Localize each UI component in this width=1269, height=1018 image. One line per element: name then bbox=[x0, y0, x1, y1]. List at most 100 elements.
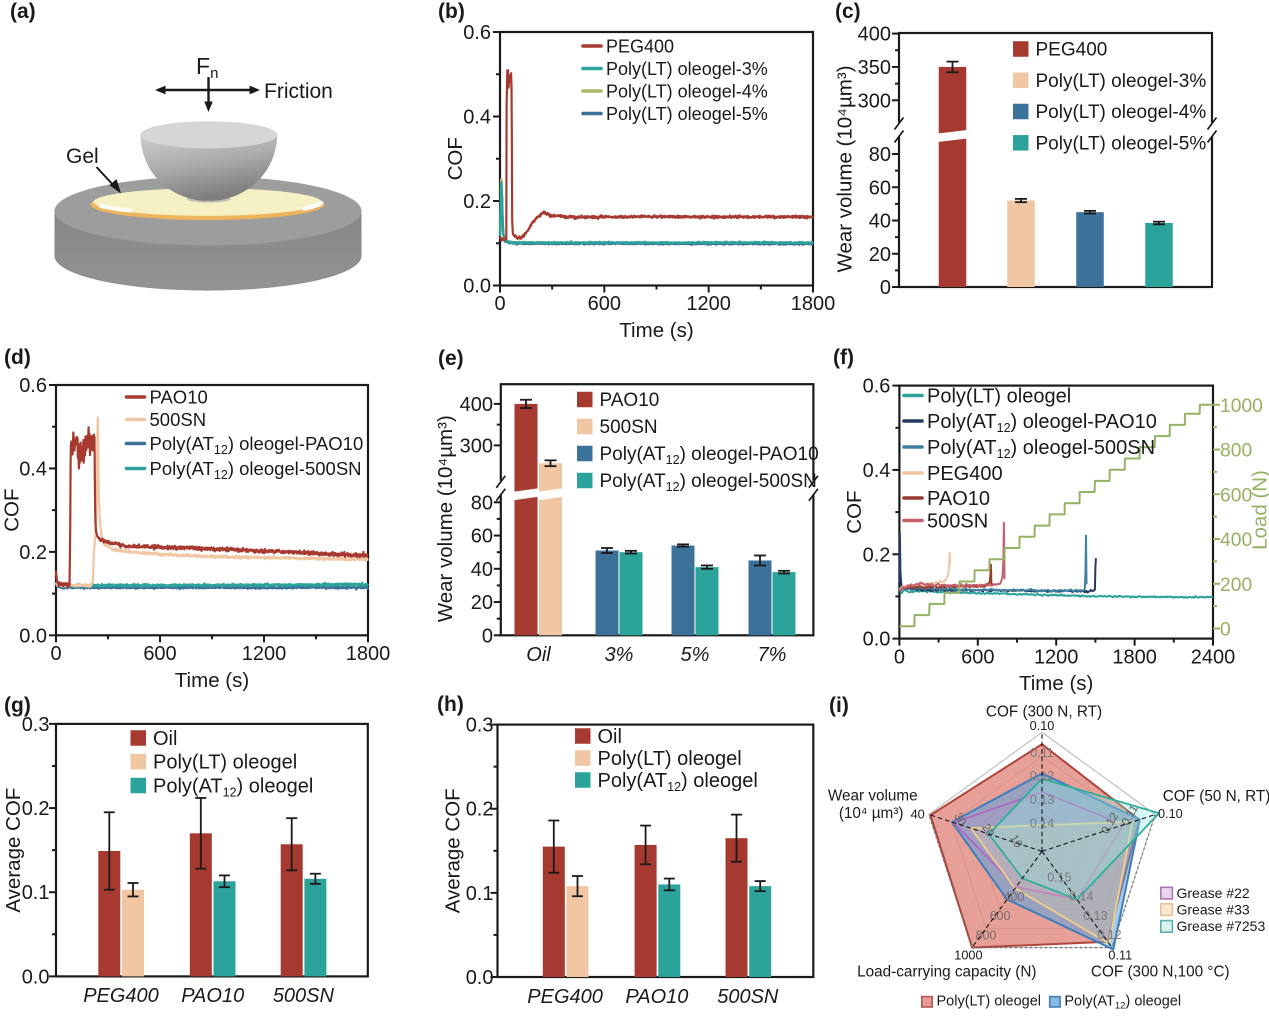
svg-text:Wear volume (10⁴µm³): Wear volume (10⁴µm³) bbox=[434, 415, 457, 622]
svg-text:(a): (a) bbox=[10, 0, 36, 23]
svg-text:0.3: 0.3 bbox=[22, 714, 50, 736]
svg-text:0.0: 0.0 bbox=[863, 629, 891, 651]
svg-text:Poly(LT) oleogel-5%: Poly(LT) oleogel-5% bbox=[606, 104, 768, 124]
svg-text:0.4: 0.4 bbox=[463, 107, 491, 129]
svg-text:(e): (e) bbox=[438, 347, 464, 370]
svg-text:0.4: 0.4 bbox=[863, 460, 891, 482]
svg-text:(b): (b) bbox=[438, 0, 465, 23]
svg-text:PEG400: PEG400 bbox=[1036, 40, 1108, 61]
svg-text:1800: 1800 bbox=[346, 643, 391, 665]
svg-text:0.0: 0.0 bbox=[22, 966, 50, 988]
svg-text:0.14: 0.14 bbox=[1069, 890, 1093, 904]
svg-text:0.0: 0.0 bbox=[466, 967, 494, 989]
svg-text:PAO10: PAO10 bbox=[150, 386, 208, 407]
svg-text:Poly(AT12) oleogel-500SN: Poly(AT12) oleogel-500SN bbox=[150, 458, 362, 482]
svg-text:0.4: 0.4 bbox=[19, 458, 47, 480]
svg-text:Wear volume (10⁴µm³): Wear volume (10⁴µm³) bbox=[834, 65, 857, 272]
svg-text:Oil: Oil bbox=[526, 644, 551, 666]
svg-text:500SN: 500SN bbox=[600, 417, 658, 438]
svg-text:0.15: 0.15 bbox=[1047, 870, 1071, 884]
svg-text:COF (300 N,100 °C): COF (300 N,100 °C) bbox=[1091, 964, 1230, 981]
svg-text:COF: COF bbox=[843, 490, 866, 533]
svg-text:500SN: 500SN bbox=[273, 985, 335, 1007]
svg-text:0: 0 bbox=[880, 277, 891, 299]
svg-text:Poly(LT) oleogel-4%: Poly(LT) oleogel-4% bbox=[606, 81, 768, 101]
svg-text:(h): (h) bbox=[437, 693, 464, 716]
svg-text:Friction: Friction bbox=[264, 80, 333, 103]
svg-text:0: 0 bbox=[894, 647, 905, 669]
svg-text:Time (s): Time (s) bbox=[619, 319, 693, 342]
svg-text:800: 800 bbox=[976, 928, 997, 942]
svg-text:(i): (i) bbox=[829, 694, 849, 717]
svg-text:Poly(AT12) oleogel-500SN: Poly(AT12) oleogel-500SN bbox=[927, 437, 1155, 461]
svg-text:0.2: 0.2 bbox=[863, 544, 891, 566]
svg-text:PAO10: PAO10 bbox=[600, 390, 660, 411]
svg-text:400: 400 bbox=[858, 24, 891, 46]
svg-text:PEG400: PEG400 bbox=[527, 986, 603, 1008]
svg-text:0: 0 bbox=[494, 293, 505, 315]
svg-text:1800: 1800 bbox=[791, 293, 836, 315]
svg-text:350: 350 bbox=[858, 57, 891, 79]
svg-text:1800: 1800 bbox=[1112, 647, 1157, 669]
svg-text:0.10: 0.10 bbox=[1030, 719, 1055, 733]
svg-text:COF: COF bbox=[1, 489, 24, 532]
svg-text:400: 400 bbox=[1220, 530, 1252, 551]
svg-text:Gel: Gel bbox=[66, 145, 99, 168]
svg-text:0.3: 0.3 bbox=[466, 715, 494, 737]
svg-text:1200: 1200 bbox=[242, 643, 287, 665]
svg-text:COF: COF bbox=[444, 137, 467, 180]
svg-text:400: 400 bbox=[1004, 890, 1025, 904]
svg-text:0: 0 bbox=[482, 625, 493, 647]
svg-text:Poly(LT) oleogel: Poly(LT) oleogel bbox=[153, 752, 297, 774]
svg-text:Oil: Oil bbox=[598, 726, 622, 748]
svg-text:Poly(LT) oleogel: Poly(LT) oleogel bbox=[927, 386, 1071, 408]
svg-text:40: 40 bbox=[911, 808, 925, 822]
svg-text:0.0: 0.0 bbox=[19, 625, 47, 647]
svg-text:20: 20 bbox=[471, 592, 493, 614]
svg-text:600: 600 bbox=[1220, 485, 1252, 506]
svg-text:600: 600 bbox=[588, 293, 621, 315]
svg-text:(10⁴ µm³): (10⁴ µm³) bbox=[839, 805, 904, 822]
svg-text:(d): (d) bbox=[4, 346, 31, 369]
svg-text:0.13: 0.13 bbox=[1083, 909, 1107, 923]
svg-text:3%: 3% bbox=[605, 644, 634, 666]
svg-text:Poly(AT12) oleogel-PAO10: Poly(AT12) oleogel-PAO10 bbox=[927, 411, 1157, 435]
svg-text:Poly(LT) oleogel-3%: Poly(LT) oleogel-3% bbox=[606, 59, 768, 79]
svg-text:0.11: 0.11 bbox=[1108, 948, 1132, 962]
svg-text:(c): (c) bbox=[835, 0, 861, 23]
svg-text:Time (s): Time (s) bbox=[175, 669, 249, 692]
svg-text:0.6: 0.6 bbox=[463, 22, 491, 44]
svg-text:0.2: 0.2 bbox=[19, 542, 47, 564]
svg-text:20: 20 bbox=[869, 244, 891, 266]
svg-text:7%: 7% bbox=[758, 644, 787, 666]
svg-text:PEG400: PEG400 bbox=[606, 36, 674, 56]
svg-text:600: 600 bbox=[961, 647, 994, 669]
svg-text:800: 800 bbox=[1220, 441, 1252, 462]
svg-text:Poly(LT) oleogel-4%: Poly(LT) oleogel-4% bbox=[1036, 102, 1207, 123]
svg-text:0: 0 bbox=[50, 643, 61, 665]
svg-text:Poly(LT) oleogel-3%: Poly(LT) oleogel-3% bbox=[1036, 71, 1207, 92]
svg-text:0.1: 0.1 bbox=[466, 883, 494, 905]
svg-text:1000: 1000 bbox=[1220, 396, 1263, 417]
svg-text:PAO10: PAO10 bbox=[625, 986, 688, 1008]
svg-text:2400: 2400 bbox=[1191, 647, 1236, 669]
svg-text:Poly(AT12) oleogel-PAO10: Poly(AT12) oleogel-PAO10 bbox=[600, 444, 819, 467]
svg-text:Grease #22: Grease #22 bbox=[1177, 885, 1250, 901]
svg-text:600: 600 bbox=[990, 909, 1011, 923]
svg-text:0.6: 0.6 bbox=[19, 375, 47, 397]
svg-text:Poly(LT) oleogel: Poly(LT) oleogel bbox=[598, 748, 742, 770]
svg-text:PAO10: PAO10 bbox=[927, 488, 990, 510]
svg-text:40: 40 bbox=[471, 559, 493, 581]
svg-text:500SN: 500SN bbox=[927, 511, 988, 533]
svg-text:400: 400 bbox=[460, 394, 493, 416]
svg-text:Grease #33: Grease #33 bbox=[1177, 901, 1250, 917]
svg-text:200: 200 bbox=[1220, 575, 1252, 596]
svg-text:Poly(AT12) oleogel-PAO10: Poly(AT12) oleogel-PAO10 bbox=[150, 433, 364, 457]
svg-text:500SN: 500SN bbox=[717, 986, 779, 1008]
svg-text:Poly(LT) oleogel: Poly(LT) oleogel bbox=[937, 994, 1042, 1010]
svg-text:Average COF: Average COF bbox=[2, 788, 25, 913]
svg-text:COF (50 N, RT): COF (50 N, RT) bbox=[1163, 788, 1269, 805]
svg-text:300: 300 bbox=[858, 90, 891, 112]
svg-text:1200: 1200 bbox=[686, 293, 731, 315]
svg-text:Poly(LT) oleogel-5%: Poly(LT) oleogel-5% bbox=[1036, 133, 1207, 154]
